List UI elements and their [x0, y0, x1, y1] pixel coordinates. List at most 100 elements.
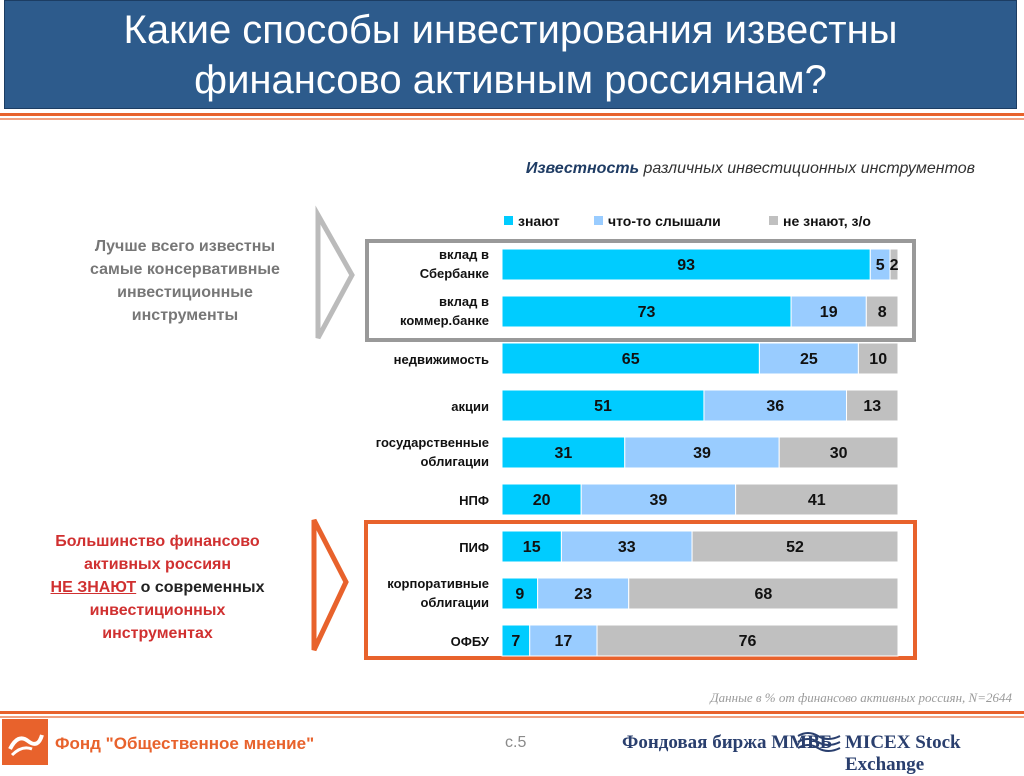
title-line-2: финансово активным россиянам? [194, 58, 827, 102]
bar-segment [501, 530, 562, 563]
callout-arrow-gray [315, 205, 355, 340]
bar-value-label: 51 [594, 398, 612, 415]
legend-swatch [769, 216, 778, 225]
bar-value-label: 68 [754, 586, 772, 603]
bar-value-label: 20 [533, 492, 551, 509]
bar-value-label: 15 [523, 539, 541, 556]
callout-conservative-line: инвестиционные [117, 284, 253, 301]
bar-value-label: 39 [693, 445, 711, 462]
legend-label: что-то слышали [608, 213, 721, 229]
bar-value-label: 93 [677, 257, 695, 274]
bar-value-label: 8 [878, 304, 887, 321]
bar-segment [703, 389, 848, 422]
exchange-wave-icon [797, 732, 841, 752]
bar-value-label: 25 [800, 351, 818, 368]
category-label: корпоративные [387, 576, 489, 591]
highlight-box-orange [364, 520, 917, 660]
legend-swatch [594, 216, 603, 225]
category-label: государственные [376, 435, 489, 450]
bar-value-label: 2 [890, 257, 899, 274]
chart-subtitle: Известность различных инвестиционных инс… [370, 160, 975, 178]
category-label: акции [451, 399, 489, 414]
callout-arrow-orange [311, 518, 349, 652]
bar-segment [735, 483, 899, 516]
subtitle-bold: Известность [525, 160, 640, 177]
callout-conservative-line: инструменты [131, 307, 239, 324]
bar-value-label: 65 [622, 351, 640, 368]
callout-unknown-line: НЕ ЗНАЮТ о современных [20, 576, 295, 599]
bar-value-label: 41 [808, 492, 826, 509]
bar-segment [501, 248, 871, 281]
category-label: недвижимость [394, 352, 489, 367]
bar-segment [537, 577, 630, 610]
bar-value-label: 31 [554, 445, 572, 462]
bar-segment [501, 342, 760, 375]
bar-segment [580, 483, 737, 516]
page-title: Какие способы инвестирования известны фи… [5, 5, 1016, 105]
bar-value-label: 23 [574, 586, 592, 603]
bar-segment [501, 624, 531, 657]
legend-label: не знают, з/о [783, 213, 871, 229]
category-label: коммер.банке [400, 313, 489, 328]
category-label: ОФБУ [451, 634, 490, 649]
callout-emphasis: НЕ ЗНАЮТ [50, 579, 137, 596]
fund-logo [2, 719, 48, 765]
callout-unknown-line: Большинство финансово [55, 533, 260, 550]
subtitle-rest: различных инвестиционных инструментов [639, 160, 975, 177]
title-line-1: Какие способы инвестирования известны [123, 8, 898, 52]
bar-segment [624, 436, 780, 469]
logo-icon [8, 734, 44, 757]
bar-value-label: 36 [766, 398, 784, 415]
bar-segment [778, 436, 899, 469]
bar-segment [628, 577, 899, 610]
bar-segment [560, 530, 693, 563]
bar-segment [857, 342, 899, 375]
bar-value-label: 13 [863, 398, 881, 415]
bar-value-label: 52 [786, 539, 804, 556]
fund-name: Фонд "Общественное мнение" [55, 734, 315, 753]
callout-unknown-line: инструментах [102, 625, 213, 642]
bar-value-label: 19 [820, 304, 838, 321]
bar-value-label: 17 [554, 633, 572, 650]
page-number: с.5 [505, 734, 527, 751]
bar-value-label: 33 [618, 539, 636, 556]
category-label: облигации [420, 595, 489, 610]
divider-top-thin [0, 118, 1024, 120]
bar-segment [889, 248, 899, 281]
exchange-logo-ru: Фондовая биржа ММВБ [622, 732, 833, 753]
bar-segment [596, 624, 899, 657]
bar-segment [758, 342, 859, 375]
bar-segment [846, 389, 899, 422]
bar-segment [501, 389, 705, 422]
category-label: вклад в [439, 294, 489, 309]
legend-label: знают [518, 213, 560, 229]
bar-segment [691, 530, 899, 563]
callout-unknown-text: о современных [136, 579, 265, 596]
category-label: Сбербанке [420, 266, 489, 281]
bar-value-label: 5 [876, 257, 885, 274]
footnote: Данные в % от финансово активных россиян… [710, 690, 1012, 705]
category-label: ПИФ [459, 540, 489, 555]
bar-value-label: 9 [515, 586, 524, 603]
highlight-box-gray [365, 239, 916, 342]
bar-segment [501, 436, 626, 469]
callout-unknown-line: инвестиционных [89, 602, 226, 619]
legend-swatch [504, 216, 513, 225]
bar-segment [529, 624, 598, 657]
category-label: НПФ [459, 493, 489, 508]
title-bar: Какие способы инвестирования известны фи… [4, 0, 1017, 109]
callout-conservative-line: Лучше всего известны [94, 238, 276, 255]
bar-value-label: 76 [739, 633, 757, 650]
divider-bottom-thin [0, 716, 1024, 718]
callout-unknown-line: активных россиян [83, 556, 232, 573]
bar-segment [501, 577, 539, 610]
bar-value-label: 7 [511, 633, 520, 650]
bar-value-label: 30 [830, 445, 848, 462]
bar-value-label: 73 [638, 304, 656, 321]
chart-bars: вклад в Сбербанке 93 5 2 вклад в коммер.банке 7… [376, 247, 899, 657]
category-label: вклад в [439, 247, 489, 262]
bar-segment [501, 295, 792, 328]
chart-legend: знают что-то слышали не знают, з/о [504, 213, 871, 229]
bar-segment [865, 295, 899, 328]
divider-top [0, 113, 1024, 116]
